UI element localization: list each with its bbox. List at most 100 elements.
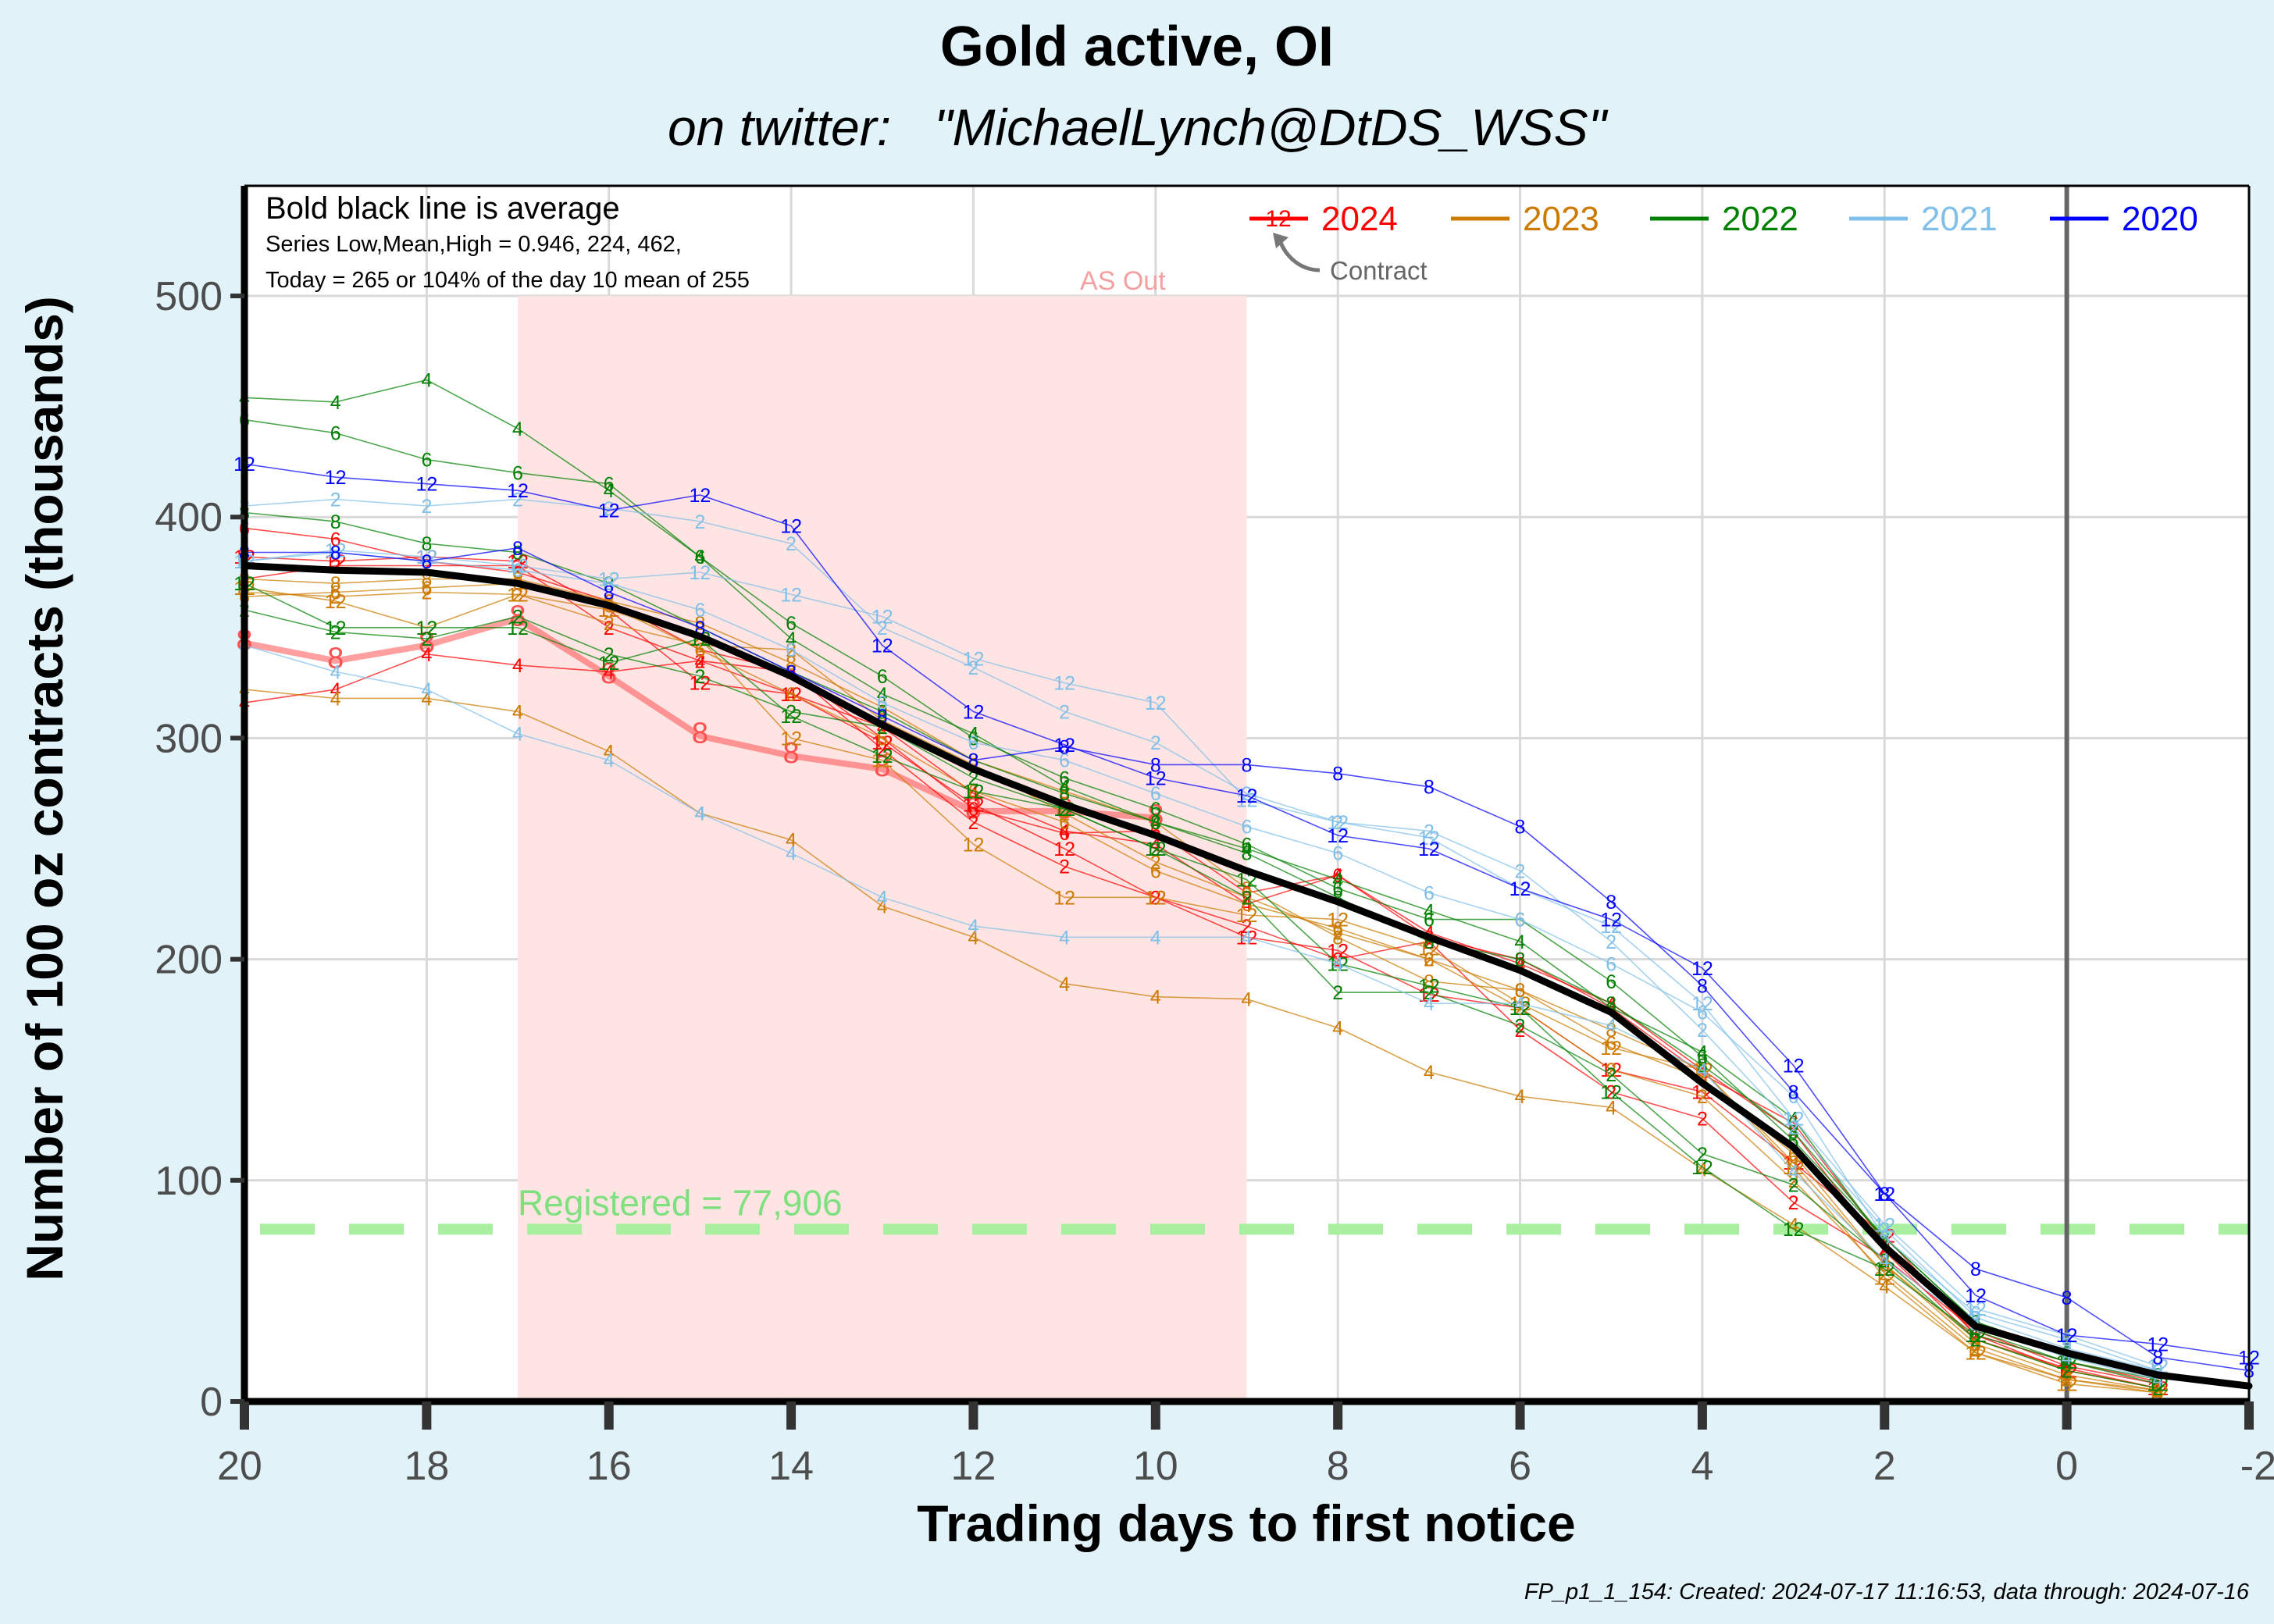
as-out-shaded-region [518,296,1247,1401]
point-label-2023-04-8: 4 [968,927,979,949]
x-tick-label-4: 4 [1691,1444,1713,1489]
point-label-2020-08-4: 8 [604,582,615,604]
info-line-3: Today = 265 or 104% of the day 10 mean o… [266,268,750,293]
series-line-2024-06 [244,527,2158,1383]
point-label-2023-06-7: 6 [877,728,888,750]
point-label-2021-02-2: 2 [421,496,432,518]
point-label-2024-12-9: 12 [1053,839,1075,860]
y-tick-label-400: 400 [155,495,223,540]
point-label-2024-04-9: 4 [1059,821,1070,842]
point-label-2020-08-20: 8 [2062,1287,2073,1309]
point-label-2020-08-12: 8 [1332,764,1343,785]
x-tick-label-12: 12 [951,1444,996,1489]
point-label-2020-12-6: 12 [780,516,802,538]
point-label-2020-12-17: 12 [1783,1056,1805,1077]
point-label-2023-12-14: 12 [1509,993,1531,1015]
point-label-2020-08-18: 8 [1879,1184,1890,1206]
y-tick-label-200: 200 [155,938,223,983]
point-label-2022-02-3: 2 [512,607,523,629]
point-label-2022-06-12: 6 [1332,878,1343,900]
point-label-2022-04-12: 4 [1332,870,1343,892]
point-label-2021-04-7: 4 [877,887,888,909]
x-axis-title: Trading days to first notice [917,1494,1575,1552]
point-label-2022-02-20: 2 [2062,1360,2073,1382]
point-label-2021-04-5: 4 [694,803,705,825]
point-label-2020-08-11: 8 [1242,754,1253,776]
registered-label: Registered = 77,906 [518,1182,843,1223]
point-label-2022-12-2: 12 [415,618,437,639]
legend-sample-label: 12 [1265,206,1291,232]
point-label-2023-06-12: 6 [1332,918,1343,940]
point-label-2021-06-6: 6 [786,639,797,661]
series-line-2023-02 [244,591,2158,1391]
point-label-2022-02-18: 2 [1879,1250,1890,1272]
point-label-2022-02-2: 2 [421,629,432,650]
point-label-2022-02-4: 2 [604,644,615,666]
x-tick-label--2: -2 [2240,1444,2274,1489]
point-label-2023-06-10: 6 [1150,860,1161,882]
point-label-2021-06-12: 6 [1332,843,1343,865]
point-label-2021-04-18: 4 [1879,1250,1890,1272]
point-label-2021-06-13: 6 [1424,883,1435,905]
point-label-2023-04-4: 4 [604,741,615,763]
point-label-2022-06-14: 6 [1515,910,1526,931]
point-label-2021-04-3: 4 [512,724,523,746]
point-label-2024-04-3: 4 [512,655,523,677]
point-label-2023-12-9: 12 [1053,887,1075,909]
point-label-2023-12-6: 12 [780,728,802,750]
point-label-2021-06-9: 6 [1059,750,1070,772]
point-label-2021-04-8: 4 [968,916,979,938]
point-label-2023-06-8: 6 [968,781,979,803]
contract-arrowhead [1273,233,1288,248]
x-tick-label-10: 10 [1133,1444,1178,1489]
point-label-2024-12-12: 12 [1327,940,1349,962]
point-label-2020-12-16: 12 [1691,958,1713,980]
point-label-2022-12-7: 12 [871,746,893,767]
point-label-2021-06-4: 6 [604,573,615,595]
point-label-2020-08-2: 8 [421,551,432,573]
y-tick-label-100: 100 [155,1159,223,1204]
point-label-2022-06-7: 6 [877,666,888,688]
point-label-2024-02-5: 2 [694,650,705,672]
point-label-2023-02-3: 2 [512,584,523,606]
point-label-2020-12-1: 12 [325,467,347,489]
point-label-2023-02-21: 2 [2152,1380,2163,1402]
point-label-2020-08-19: 8 [1970,1259,1981,1280]
point-label-2022-12-15: 12 [1600,1082,1622,1104]
point-label-2022-08-1: 8 [330,511,341,533]
x-tick-label-18: 18 [404,1444,449,1489]
point-label-2024-04-6: 4 [786,684,797,706]
info-line-1: Bold black line is average [266,191,620,226]
series-line-2024-04 [244,653,2158,1389]
point-label-2023-06-13: 6 [1424,949,1435,971]
point-label-2022-06-10: 6 [1150,799,1161,821]
legend-label-2021: 2021 [1921,200,1998,238]
point-label-2020-08-9: 8 [1059,737,1070,759]
y-axis-title: Number of 100 oz contracts (thousands) [16,296,73,1281]
series-line-2022-06 [244,418,2158,1376]
legend-label-2022: 2022 [1722,200,1798,238]
point-label-2021-06-10: 6 [1150,783,1161,805]
point-label-2024-12-8: 12 [963,794,985,816]
point-label-2024-06-8: 6 [968,799,979,821]
point-label-2023-02-10: 2 [1150,852,1161,874]
y-tick-label-500: 500 [155,274,223,319]
point-label-2021-06-7: 6 [877,693,888,714]
point-label-2021-02-4: 2 [604,498,615,520]
point-label-2023-02-1: 2 [330,586,341,608]
series-line-2021-12 [244,549,2158,1367]
point-label-2023-02-20: 2 [2062,1369,2073,1391]
point-label-2023-02-6: 2 [786,639,797,661]
point-label-2022-08-17: 8 [1788,1122,1799,1144]
point-label-2024-08-2: 8 [419,627,435,660]
point-label-2022-08-11: 8 [1242,843,1253,865]
point-label-2023-04-14: 4 [1515,1086,1526,1108]
point-label-2020-12-12: 12 [1327,825,1349,847]
point-label-2023-12-8: 12 [963,834,985,856]
info-box: Bold black line is average Series Low,Me… [266,191,750,293]
point-label-2023-04-15: 4 [1606,1097,1616,1119]
point-label-2023-08-20: 8 [2062,1360,2073,1382]
point-label-2021-04-12: 4 [1332,953,1343,975]
point-label-2021-04-4: 4 [604,750,615,772]
